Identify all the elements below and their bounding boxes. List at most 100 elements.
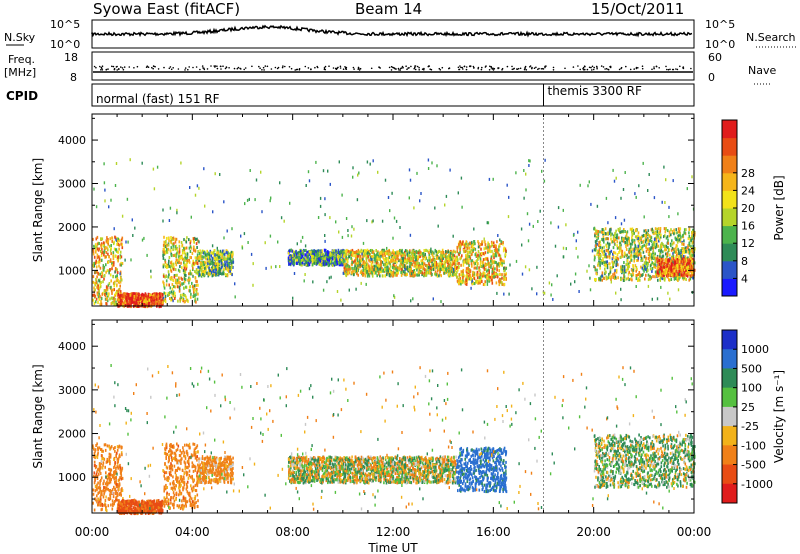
- echo-cell: [220, 261, 223, 265]
- echo-cell: [192, 239, 195, 243]
- echo-cell: [362, 260, 365, 264]
- echo-cell: [219, 269, 221, 273]
- echo-cell: [97, 301, 99, 304]
- echo-cell: [116, 283, 118, 287]
- echo-cell: [164, 260, 167, 264]
- echo-cell: [479, 268, 481, 272]
- echo-cell: [453, 270, 455, 274]
- echo-cell: [165, 263, 168, 267]
- echo-cell: [419, 265, 421, 269]
- echo-cell: [189, 241, 192, 245]
- echo-cell: [170, 254, 173, 258]
- echo-cell: [447, 266, 450, 270]
- echo-cell: [468, 246, 470, 250]
- echo-cell: [594, 256, 596, 260]
- echo-cell: [117, 279, 120, 283]
- echo-cell: [352, 260, 355, 264]
- echo-cell: [317, 253, 319, 257]
- echo-cell: [311, 254, 313, 258]
- echo-cell: [459, 246, 461, 250]
- echo-cell: [181, 293, 184, 297]
- echo-cell: [380, 253, 382, 257]
- echo-cell: [352, 273, 355, 277]
- echo-cell: [101, 237, 104, 241]
- echo-cell: [625, 277, 628, 281]
- echo-cell: [464, 250, 467, 253]
- echo-cell: [189, 272, 191, 276]
- echo-cell: [298, 262, 301, 266]
- echo-cell: [95, 281, 97, 285]
- echo-cell: [599, 275, 602, 279]
- echo-cell: [140, 296, 142, 300]
- echo-cell: [451, 261, 454, 265]
- echo-cell: [487, 275, 490, 279]
- echo-cell: [596, 252, 598, 256]
- echo-cell: [166, 265, 168, 269]
- echo-cell: [366, 251, 368, 255]
- echo-cell: [183, 273, 186, 277]
- echo-cell: [341, 250, 344, 254]
- echo-cell: [357, 248, 360, 252]
- echo-cell: [313, 261, 315, 264]
- echo-cell: [459, 245, 461, 249]
- echo-cell: [616, 253, 619, 257]
- nave-point: [154, 65, 156, 68]
- nave-point: [629, 68, 632, 71]
- echo-cell: [605, 270, 607, 274]
- echo-cell: [639, 236, 641, 240]
- echo-cell: [608, 242, 611, 246]
- echo-cell: [217, 263, 219, 267]
- echo-cell: [142, 293, 145, 297]
- echo-cell: [456, 255, 458, 259]
- echo-cell: [689, 254, 691, 258]
- echo-cell: [177, 281, 180, 285]
- echo-cell: [398, 259, 400, 263]
- nave-point: [342, 68, 345, 70]
- echo-cell: [216, 266, 218, 269]
- echo-cell: [155, 292, 158, 296]
- echo-cell: [173, 254, 175, 257]
- echo-cell: [113, 284, 115, 288]
- echo-cell: [633, 231, 635, 235]
- echo-cell: [179, 265, 181, 268]
- echo-cell: [478, 266, 480, 270]
- echo-cell: [409, 257, 412, 261]
- echo-cell: [479, 273, 481, 277]
- echo-cell: [612, 273, 614, 277]
- echo-cell: [179, 293, 182, 297]
- echo-cell: [489, 245, 491, 249]
- echo-cell: [473, 277, 476, 281]
- echo-cell: [363, 251, 366, 255]
- echo-cell: [645, 273, 647, 277]
- echo-cell: [468, 268, 471, 271]
- echo-cell: [121, 262, 124, 265]
- echo-cell: [178, 244, 181, 248]
- echo-cell: [347, 257, 349, 261]
- nave-point: [284, 65, 286, 68]
- echo-cell: [100, 251, 103, 255]
- echo-cell: [479, 259, 482, 263]
- echo-cell: [612, 240, 614, 244]
- echo-cell: [382, 250, 384, 254]
- echo-cell: [493, 249, 496, 252]
- echo-cell: [642, 263, 644, 267]
- echo-cell: [659, 246, 662, 250]
- echo-cell: [500, 263, 503, 267]
- nave-point: [99, 65, 101, 68]
- echo-cell: [633, 239, 636, 243]
- echo-cell: [217, 271, 219, 275]
- echo-cell: [400, 267, 403, 271]
- echo-cell: [687, 256, 689, 260]
- echo-cell: [629, 245, 632, 249]
- nave-point: [682, 66, 685, 68]
- nave-point: [195, 66, 198, 68]
- echo-cell: [501, 259, 504, 263]
- echo-cell: [94, 300, 97, 304]
- echo-cell: [97, 286, 99, 290]
- echo-cell: [681, 250, 684, 254]
- nave-point: [493, 67, 496, 70]
- echo-cell: [368, 258, 370, 262]
- echo-cell: [229, 269, 231, 273]
- echo-cell: [214, 271, 217, 275]
- nave-point: [653, 66, 655, 68]
